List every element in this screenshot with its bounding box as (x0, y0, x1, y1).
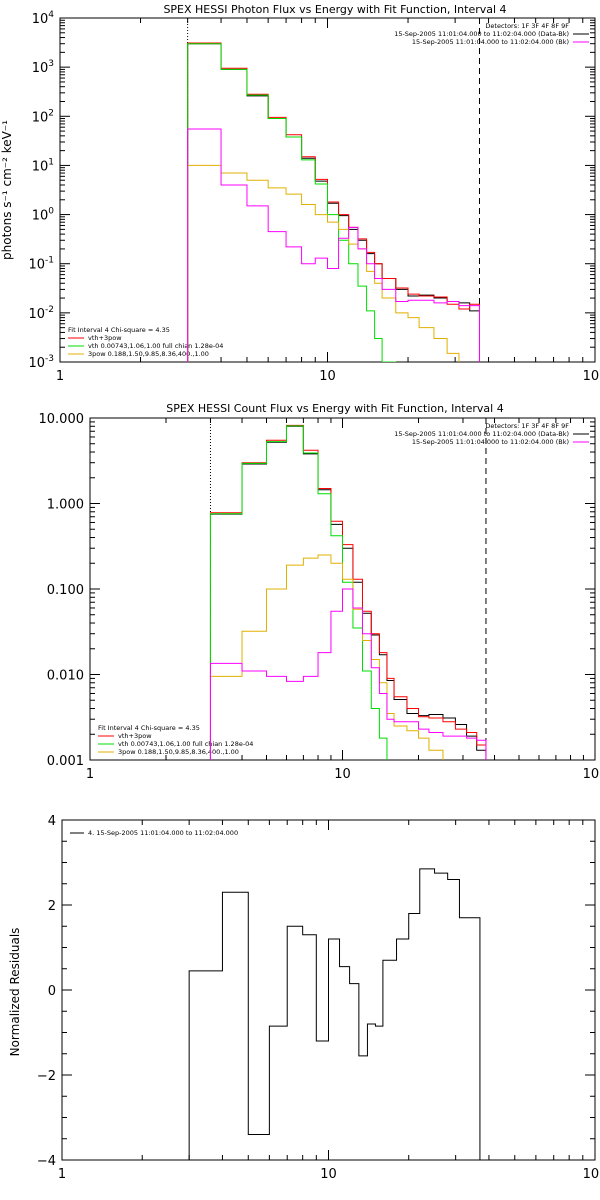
photon-flux-legend-entry: 3pow 0.188,1.50,9.85,8.36,400.,1.00 (88, 350, 209, 358)
count-flux-series-group (209, 424, 487, 760)
count-flux-x-tick-label: 10 (334, 767, 351, 782)
count-flux-y-tick-label: 10.000 (39, 412, 85, 427)
photon-flux-y-tick-label: 102 (32, 108, 54, 125)
residuals-series-0 (188, 868, 481, 1160)
count-flux-series-2 (209, 425, 487, 760)
photon-flux-x-tick-label: 100 (583, 369, 600, 384)
residuals-y-axis-label: Normalized Residuals (8, 928, 22, 1057)
residuals-y-tick-label: 0 (48, 984, 56, 999)
count-flux-y-tick-label: 1.000 (47, 498, 84, 513)
residuals-x-tick-label: 10 (320, 1167, 337, 1182)
photon-flux-info-line: 15-Sep-2005 11:01:04.000 to 11:02:04.000… (412, 38, 569, 46)
count-flux-title: SPEX HESSI Count Flux vs Energy with Fit… (166, 402, 503, 415)
photon-flux-x-tick-label: 10 (319, 369, 336, 384)
count-flux-x-tick-label: 1 (86, 767, 94, 782)
count-flux-x-tick-label: 100 (583, 767, 600, 782)
photon-flux-legend-entry: vth 0.00743,1.06,1.00 full chian 1.28e-0… (88, 342, 223, 350)
residuals-x-tick-label: 100 (583, 1167, 600, 1182)
photon-flux-y-tick-label: 104 (32, 10, 55, 27)
residuals-panel: Normalized Residuals 4. 15-Sep-2005 11:0… (8, 814, 600, 1182)
count-flux-panel: SPEX HESSI Count Flux vs Energy with Fit… (39, 402, 600, 782)
count-flux-legend: Fit Interval 4 Chi-square = 4.35vth+3pow… (98, 724, 253, 756)
photon-flux-y-axis-label: photons s⁻¹ cm⁻² keV⁻¹ (0, 120, 14, 260)
photon-flux-info-line: 15-Sep-2005 11:01:04.000 to 11:02:04.000… (394, 30, 569, 38)
count-flux-series-3 (209, 554, 487, 760)
residuals-y-tick-label: −4 (37, 1154, 56, 1169)
photon-flux-panel: SPEX HESSI Photon Flux vs Energy with Fi… (0, 3, 600, 384)
residuals-legend: 4. 15-Sep-2005 11:01:04.000 to 11:02:04.… (70, 829, 238, 837)
photon-flux-info-line: Detectors: 1F 3F 4F 8F 9F (485, 22, 569, 30)
residuals-y-tick-label: 2 (48, 899, 56, 914)
count-flux-info-line: Detectors: 1F 3F 4F 8F 9F (485, 422, 569, 430)
photon-flux-series-2 (187, 43, 480, 362)
count-flux-y-tick-label: 0.010 (47, 669, 84, 684)
photon-flux-y-tick-label: 101 (32, 157, 54, 174)
photon-flux-series-group (187, 42, 480, 362)
count-flux-legend-entry: 3pow 0.188,1.50,9.85,8.36,400.,1.00 (118, 748, 239, 756)
photon-flux-series-1 (187, 42, 480, 362)
photon-flux-legend-entry: vth+3pow (88, 334, 122, 342)
count-flux-series-4 (209, 588, 487, 760)
residuals-x-tick-label: 1 (58, 1167, 66, 1182)
photon-flux-legend: Fit Interval 4 Chi-square = 4.35vth+3pow… (68, 326, 223, 358)
photon-flux-y-tick-label: 10-3 (28, 354, 54, 371)
photon-flux-y-tick-label: 100 (32, 207, 55, 224)
count-flux-info-line: 15-Sep-2005 11:01:04.000 to 11:02:04.000… (412, 438, 569, 446)
photon-flux-y-tick-label: 10-2 (28, 305, 54, 322)
residuals-legend-entry: 4. 15-Sep-2005 11:01:04.000 to 11:02:04.… (88, 829, 238, 837)
photon-flux-series-4 (187, 128, 480, 362)
photon-flux-y-tick-label: 103 (32, 59, 54, 76)
photon-flux-y-tick-label: 10-1 (28, 256, 54, 273)
count-flux-legend-entry: vth+3pow (118, 732, 152, 740)
residuals-series-group (188, 868, 481, 1160)
count-flux-info-line: 15-Sep-2005 11:01:04.000 to 11:02:04.000… (394, 430, 569, 438)
count-flux-y-tick-label: 0.001 (47, 754, 84, 769)
residuals-y-tick-label: −2 (37, 1069, 56, 1084)
photon-flux-x-tick-label: 1 (56, 369, 64, 384)
photon-flux-title: SPEX HESSI Photon Flux vs Energy with Fi… (163, 3, 506, 16)
residuals-y-tick-label: 4 (48, 814, 56, 829)
photon-flux-legend-entry: Fit Interval 4 Chi-square = 4.35 (68, 326, 170, 334)
count-flux-y-tick-label: 0.100 (47, 583, 84, 598)
count-flux-legend-entry: Fit Interval 4 Chi-square = 4.35 (98, 724, 200, 732)
count-flux-legend-entry: vth 0.00743,1.06,1.00 full chian 1.28e-0… (118, 740, 253, 748)
